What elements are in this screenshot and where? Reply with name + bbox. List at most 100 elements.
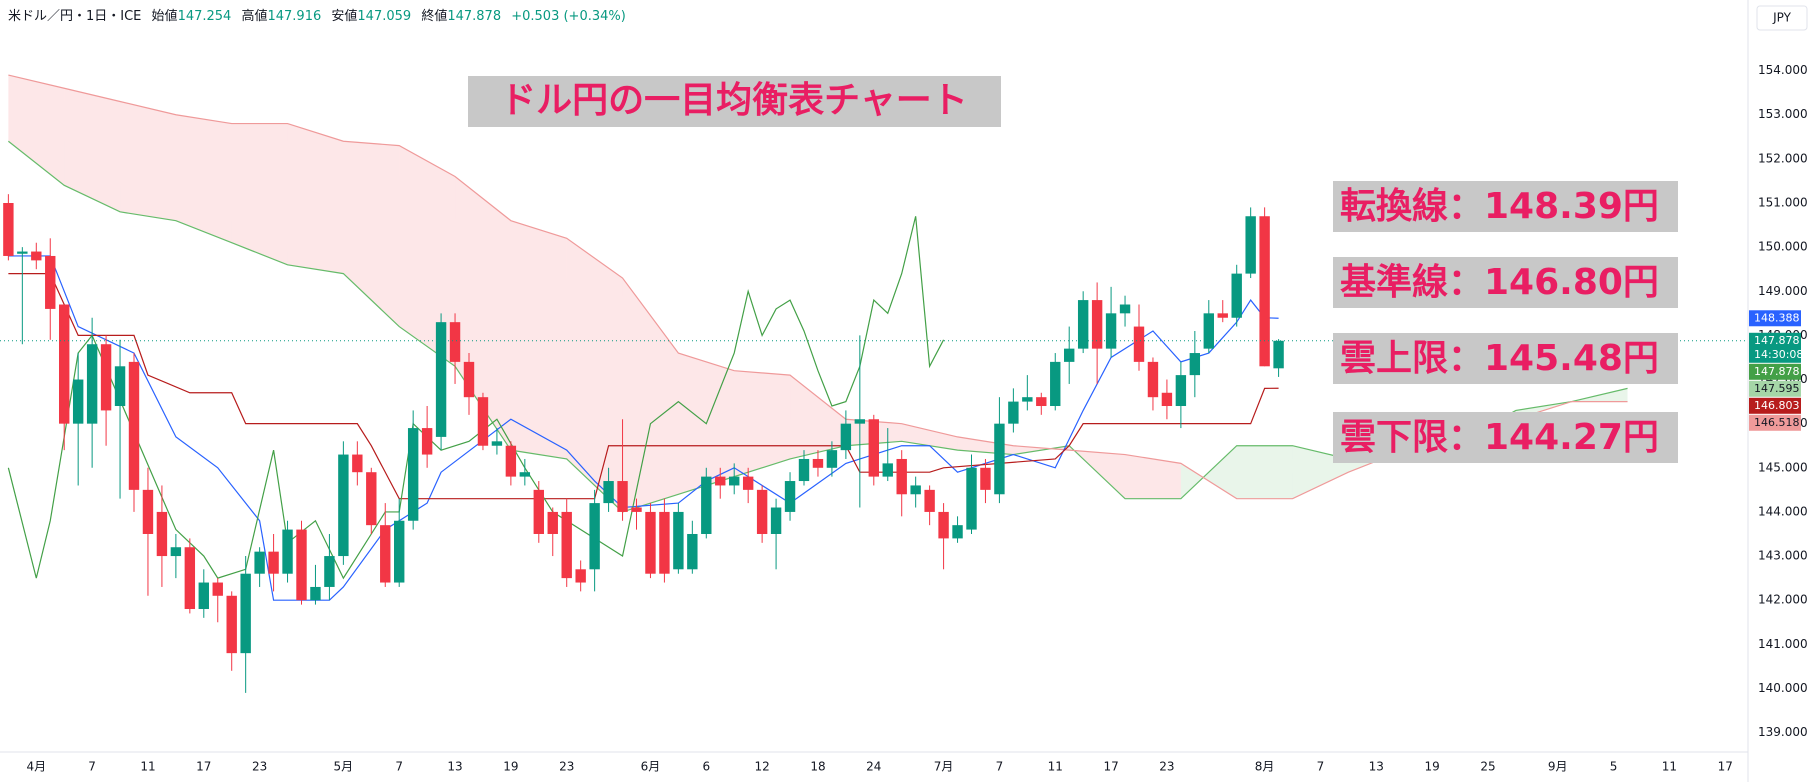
cloud-fill: [175, 114, 232, 243]
candle-body: [1161, 392, 1173, 407]
candle-body: [352, 454, 363, 473]
cloud-fill: [510, 220, 567, 459]
candle-body: [142, 489, 154, 534]
price-badge-label: 146.518: [1754, 416, 1800, 429]
candle-body: [1273, 340, 1284, 369]
cloud-fill: [734, 370, 791, 477]
annotation-box: [1333, 257, 1678, 308]
annotation-box: [1333, 181, 1678, 232]
candle-body: [617, 481, 628, 512]
candle-body: [575, 569, 586, 583]
title-box: [468, 76, 1001, 127]
candle-body: [1036, 397, 1047, 407]
candle-body: [1064, 348, 1075, 362]
close-label: 終値: [421, 8, 447, 24]
x-tick-label: 18: [810, 760, 825, 774]
y-tick-label: 141.000: [1758, 637, 1808, 651]
candle-body: [86, 344, 98, 424]
close-value: 147.878: [447, 9, 501, 24]
countdown: 14:30:08: [1754, 348, 1803, 361]
price-badge-bg: [1749, 332, 1801, 363]
candle-body: [1133, 326, 1145, 362]
candle-body: [798, 458, 810, 482]
change: +0.503 (+0.34%): [511, 9, 626, 24]
candle-body: [994, 423, 1005, 495]
x-tick-label: 7: [1317, 760, 1325, 774]
x-tick-label: 24: [866, 760, 881, 774]
candle-body: [687, 533, 698, 570]
x-tick-label: 7月: [934, 760, 954, 774]
candle-body: [254, 551, 265, 574]
title: ドル円の一目均衡表チャート: [500, 80, 968, 121]
candle-body: [1231, 273, 1242, 318]
candle-body: [1147, 361, 1159, 398]
candle-body: [296, 529, 307, 601]
candle-body: [59, 304, 70, 424]
candle-body: [114, 366, 126, 407]
candle-body: [1022, 397, 1033, 402]
cloud-fill: [790, 375, 846, 459]
candle-body: [742, 476, 754, 490]
x-tick-label: 17: [1718, 760, 1733, 774]
x-tick-label: 25: [1480, 760, 1495, 774]
candle-body: [380, 525, 391, 583]
price-badge-bg: [1749, 380, 1801, 397]
x-tick-label: 7: [395, 760, 403, 774]
cloud-fill: [8, 75, 65, 186]
annotation-box: [1333, 412, 1678, 463]
annotation: 雲下限：144.27円: [1340, 417, 1659, 458]
cloud-fill: [64, 88, 121, 212]
candle-body: [924, 489, 935, 512]
candle-body: [1203, 313, 1214, 349]
candle-body: [310, 586, 321, 601]
y-tick-label: 139.000: [1758, 725, 1808, 739]
candle-body: [1175, 375, 1187, 407]
currency-box[interactable]: [1756, 5, 1808, 31]
x-tick-label: 19: [1424, 760, 1439, 774]
price-badge: 146.518: [1749, 414, 1801, 431]
candle-body: [673, 511, 684, 570]
cloud-fill: [343, 141, 400, 327]
candle-body: [533, 489, 544, 534]
price-badge-label: 147.595: [1754, 382, 1800, 395]
candle-body: [980, 467, 991, 490]
annotation-box: [1333, 333, 1678, 384]
cloud-fill: [1236, 445, 1293, 499]
price-badge-bg: [1749, 414, 1801, 431]
candle-body: [449, 322, 461, 362]
y-tick-label: 144.000: [1758, 504, 1808, 518]
candle-body: [910, 485, 921, 495]
candle-body: [170, 547, 182, 557]
y-tick-label: 153.000: [1758, 107, 1808, 121]
candle-body: [938, 511, 949, 539]
candle-body: [268, 551, 279, 574]
candle-body: [1217, 313, 1228, 318]
candle-body: [882, 463, 893, 477]
x-tick-label: 6: [702, 760, 710, 774]
candle-body: [31, 251, 42, 261]
candle-body: [1091, 300, 1103, 349]
candle-body: [338, 454, 349, 557]
candle-body: [770, 507, 782, 534]
candle-body: [826, 450, 838, 468]
candle-body: [659, 511, 670, 574]
x-tick-label: 13: [447, 760, 462, 774]
candle-body: [156, 511, 168, 557]
candle-body: [282, 529, 293, 574]
candle-body: [72, 379, 84, 424]
candle-body: [952, 525, 963, 539]
candle-body: [491, 441, 503, 446]
candle-body: [603, 481, 614, 504]
open-label: 始値: [152, 8, 178, 24]
price-badge-bg: [1749, 363, 1801, 380]
candle-body: [645, 511, 656, 574]
cloud-fill: [566, 238, 623, 512]
candle-body: [784, 481, 796, 512]
candle-body: [198, 582, 209, 610]
candle-body: [868, 419, 879, 477]
high-label: 高値: [241, 8, 267, 24]
price-badge-label: 147.878: [1754, 365, 1800, 378]
candle-body: [505, 445, 517, 477]
